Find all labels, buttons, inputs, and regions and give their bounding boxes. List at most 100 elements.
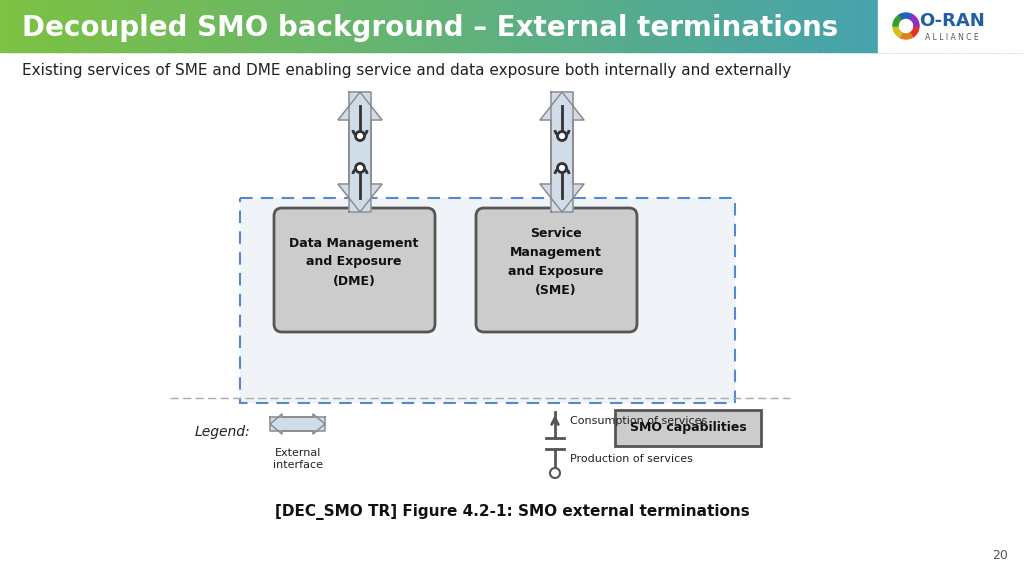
Bar [778, 0, 784, 52]
Bar [983, 0, 989, 52]
Bar [932, 0, 938, 52]
Bar [440, 0, 446, 52]
Bar [681, 0, 687, 52]
Bar [850, 0, 856, 52]
Bar [179, 0, 185, 52]
Bar [927, 0, 933, 52]
Bar [15, 0, 22, 52]
Bar [993, 0, 999, 52]
Bar [72, 0, 78, 52]
Bar [686, 0, 692, 52]
Circle shape [355, 164, 365, 172]
Bar [507, 0, 513, 52]
Bar [876, 0, 882, 52]
Bar [696, 0, 702, 52]
Bar [205, 0, 211, 52]
Bar [374, 0, 380, 52]
Bar [51, 0, 57, 52]
Bar [271, 0, 278, 52]
Bar [589, 0, 595, 52]
Bar [568, 0, 574, 52]
Bar [865, 0, 871, 52]
Bar [845, 0, 851, 52]
Bar [302, 0, 308, 52]
Bar [389, 0, 395, 52]
Bar [323, 0, 329, 52]
Bar [225, 0, 231, 52]
Bar [77, 0, 83, 52]
Bar [563, 0, 569, 52]
Wedge shape [910, 15, 919, 26]
Bar [809, 0, 815, 52]
Bar [916, 0, 923, 52]
Bar [435, 0, 441, 52]
Bar [855, 0, 861, 52]
Bar [241, 0, 247, 52]
Bar [353, 0, 359, 52]
Bar [973, 0, 979, 52]
Bar [763, 0, 769, 52]
Bar [1004, 0, 1010, 52]
Bar [717, 0, 723, 52]
Bar [476, 0, 482, 52]
Text: O-RAN: O-RAN [920, 12, 985, 30]
Bar [26, 0, 32, 52]
Bar [425, 0, 431, 52]
Bar [906, 0, 912, 52]
Bar [727, 0, 733, 52]
Bar [282, 0, 288, 52]
Bar [988, 0, 994, 52]
Polygon shape [338, 92, 382, 212]
Bar [20, 0, 27, 52]
Bar [82, 0, 88, 52]
Bar [783, 0, 790, 52]
Bar [486, 0, 493, 52]
Bar [799, 0, 805, 52]
Bar [481, 0, 487, 52]
Bar [676, 0, 682, 52]
Bar [532, 0, 539, 52]
Circle shape [557, 164, 566, 172]
Bar [287, 0, 293, 52]
Bar [251, 0, 257, 52]
Bar [901, 0, 907, 52]
Text: SMO capabilities: SMO capabilities [630, 422, 746, 434]
Polygon shape [270, 414, 325, 434]
Bar [896, 0, 902, 52]
Bar [553, 0, 559, 52]
Bar [881, 0, 887, 52]
Bar [640, 0, 646, 52]
Bar [420, 0, 426, 52]
Wedge shape [893, 26, 902, 37]
Text: Data Management
and Exposure
(DME): Data Management and Exposure (DME) [290, 237, 419, 287]
FancyBboxPatch shape [240, 198, 735, 403]
Bar [655, 0, 662, 52]
Bar [712, 0, 718, 52]
Bar [599, 0, 605, 52]
Wedge shape [899, 13, 912, 19]
Bar [118, 0, 124, 52]
Bar [548, 0, 554, 52]
Bar [722, 0, 728, 52]
Bar [579, 0, 585, 52]
Bar [819, 0, 825, 52]
Bar [609, 0, 615, 52]
Bar [215, 0, 221, 52]
Bar [246, 0, 252, 52]
Bar [195, 0, 201, 52]
Bar [1019, 0, 1024, 52]
Bar [742, 0, 749, 52]
Bar [650, 0, 656, 52]
Bar [404, 0, 411, 52]
Bar [343, 0, 349, 52]
Bar [794, 0, 800, 52]
Bar [952, 0, 958, 52]
Bar [878, 0, 1024, 52]
Bar [31, 0, 37, 52]
Bar [189, 0, 196, 52]
Circle shape [557, 131, 566, 141]
Bar [748, 0, 754, 52]
Bar [364, 0, 370, 52]
Text: [DEC_SMO TR] Figure 4.2-1: SMO external terminations: [DEC_SMO TR] Figure 4.2-1: SMO external … [274, 504, 750, 520]
Bar [942, 0, 948, 52]
